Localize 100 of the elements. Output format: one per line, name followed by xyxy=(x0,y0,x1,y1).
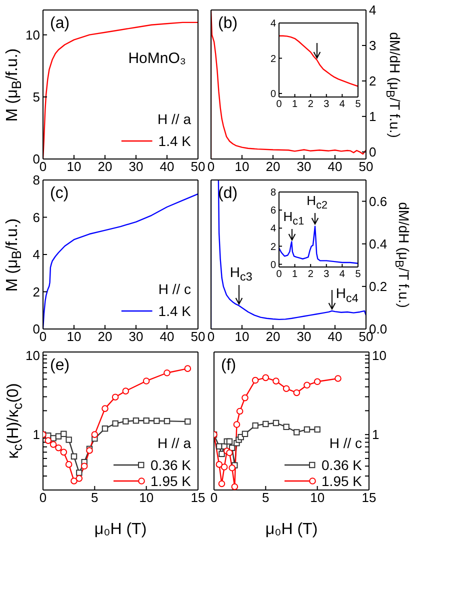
line-series xyxy=(279,35,358,87)
x-tick-label: 15 xyxy=(190,490,206,506)
legend-label: 1.4 K xyxy=(158,303,191,319)
annotation: H$_{c4}$ xyxy=(336,284,358,306)
x-tick-label: 4 xyxy=(339,269,346,280)
point xyxy=(143,418,150,424)
point xyxy=(132,418,140,424)
legend-title: H // a xyxy=(158,111,191,127)
point xyxy=(60,430,67,437)
x-tick-label: 30 xyxy=(296,159,312,174)
point xyxy=(272,420,280,426)
y-tick-label: 0 xyxy=(270,260,276,271)
x-tick-label: 30 xyxy=(128,329,144,344)
point xyxy=(226,449,233,456)
x-axis-title: μ₀H (T) xyxy=(265,520,318,540)
annotation: H$_{c3}$ xyxy=(230,263,252,284)
annotation: (a) xyxy=(50,15,70,34)
x-tick-label: 20 xyxy=(98,329,112,344)
y-tick-label: 4 xyxy=(270,224,276,235)
annotation: (c) xyxy=(50,185,69,204)
point xyxy=(304,426,310,433)
x-tick-label: 10 xyxy=(66,159,82,174)
legend-label: 0.36 K xyxy=(322,457,362,473)
point xyxy=(293,389,300,396)
y-tick-label: 0.2 xyxy=(369,279,388,294)
y-tick-label: 2 xyxy=(369,74,376,89)
x-tick-label: 10 xyxy=(234,329,250,344)
x-tick-label: 1 xyxy=(292,269,298,280)
point xyxy=(252,376,259,384)
y-tick-label: 0.4 xyxy=(369,236,388,252)
annotation: (e) xyxy=(50,357,70,376)
x-tick-label: 20 xyxy=(98,159,112,174)
x-tick-label: 50 xyxy=(358,159,374,174)
point xyxy=(233,421,240,428)
x-tick-label: 40 xyxy=(160,329,174,344)
annotation: H$_{c1}$ xyxy=(283,208,304,228)
point xyxy=(272,378,280,384)
x-tick-label: 3 xyxy=(324,99,330,110)
x-tick-label: 30 xyxy=(296,329,312,344)
point xyxy=(102,425,108,432)
x-tick-label: 20 xyxy=(266,329,280,344)
point xyxy=(154,418,160,424)
point xyxy=(220,464,228,470)
x-tick-label: 15 xyxy=(362,490,376,506)
point xyxy=(252,422,258,429)
point xyxy=(231,483,238,490)
point xyxy=(55,433,62,440)
x-tick-label: 30 xyxy=(128,159,144,174)
x-tick-label: 1 xyxy=(292,99,298,110)
y-tick-label: 4 xyxy=(369,2,376,18)
point xyxy=(164,369,170,376)
x-tick-label: 0 xyxy=(207,329,215,344)
y-tick-label: 10 xyxy=(26,348,40,363)
annotation: (f) xyxy=(221,357,236,376)
x-tick-label: 40 xyxy=(328,329,342,344)
point xyxy=(242,430,248,437)
x-tick-label: 3 xyxy=(324,269,330,280)
point xyxy=(122,418,129,424)
legend-label: 1.95 K xyxy=(150,473,191,489)
x-tick-label: 2 xyxy=(308,269,314,280)
x-tick-label: 2 xyxy=(308,99,314,110)
legend-title: H // c xyxy=(329,435,362,451)
point xyxy=(122,388,130,394)
point xyxy=(55,444,62,452)
legend-label: 0.36 K xyxy=(150,457,191,473)
x-axis-title: μ₀H (T) xyxy=(94,520,147,540)
x-tick-label: 10 xyxy=(139,490,154,506)
y-tick-label: 0 xyxy=(270,89,276,100)
point xyxy=(262,374,270,382)
legend-title: H // c xyxy=(158,281,191,297)
legend-label: 1.4 K xyxy=(158,133,191,149)
y-tick-label: 0.6 xyxy=(369,194,388,209)
point xyxy=(184,365,192,372)
y-tick-label: 8 xyxy=(270,188,276,199)
x-tick-label: 5 xyxy=(355,269,362,280)
legend-label: 1.95 K xyxy=(322,473,362,489)
point xyxy=(76,470,82,476)
point xyxy=(262,420,269,428)
y-tick-label: 10 xyxy=(26,27,40,42)
point xyxy=(242,394,248,402)
point xyxy=(112,420,118,427)
point xyxy=(76,475,83,482)
y-tick-label: 6 xyxy=(270,206,276,217)
x-tick-label: 10 xyxy=(66,329,82,344)
annotation: HoMnO₃ xyxy=(128,50,186,68)
point xyxy=(184,418,191,425)
point xyxy=(102,405,108,412)
x-tick-label: 50 xyxy=(190,329,206,344)
y-tick-label: 6 xyxy=(32,210,40,225)
point xyxy=(65,461,72,468)
point xyxy=(334,375,342,382)
x-tick-label: 4 xyxy=(339,99,346,110)
y-tick-label: 2 xyxy=(270,242,276,253)
y-tick-label: 4 xyxy=(270,18,276,30)
point xyxy=(216,461,223,468)
x-tick-label: 10 xyxy=(234,159,250,174)
x-tick-label: 0 xyxy=(210,490,218,506)
y-tick-label: 1 xyxy=(32,427,40,442)
x-tick-label: 5 xyxy=(355,99,362,110)
point xyxy=(228,464,236,472)
